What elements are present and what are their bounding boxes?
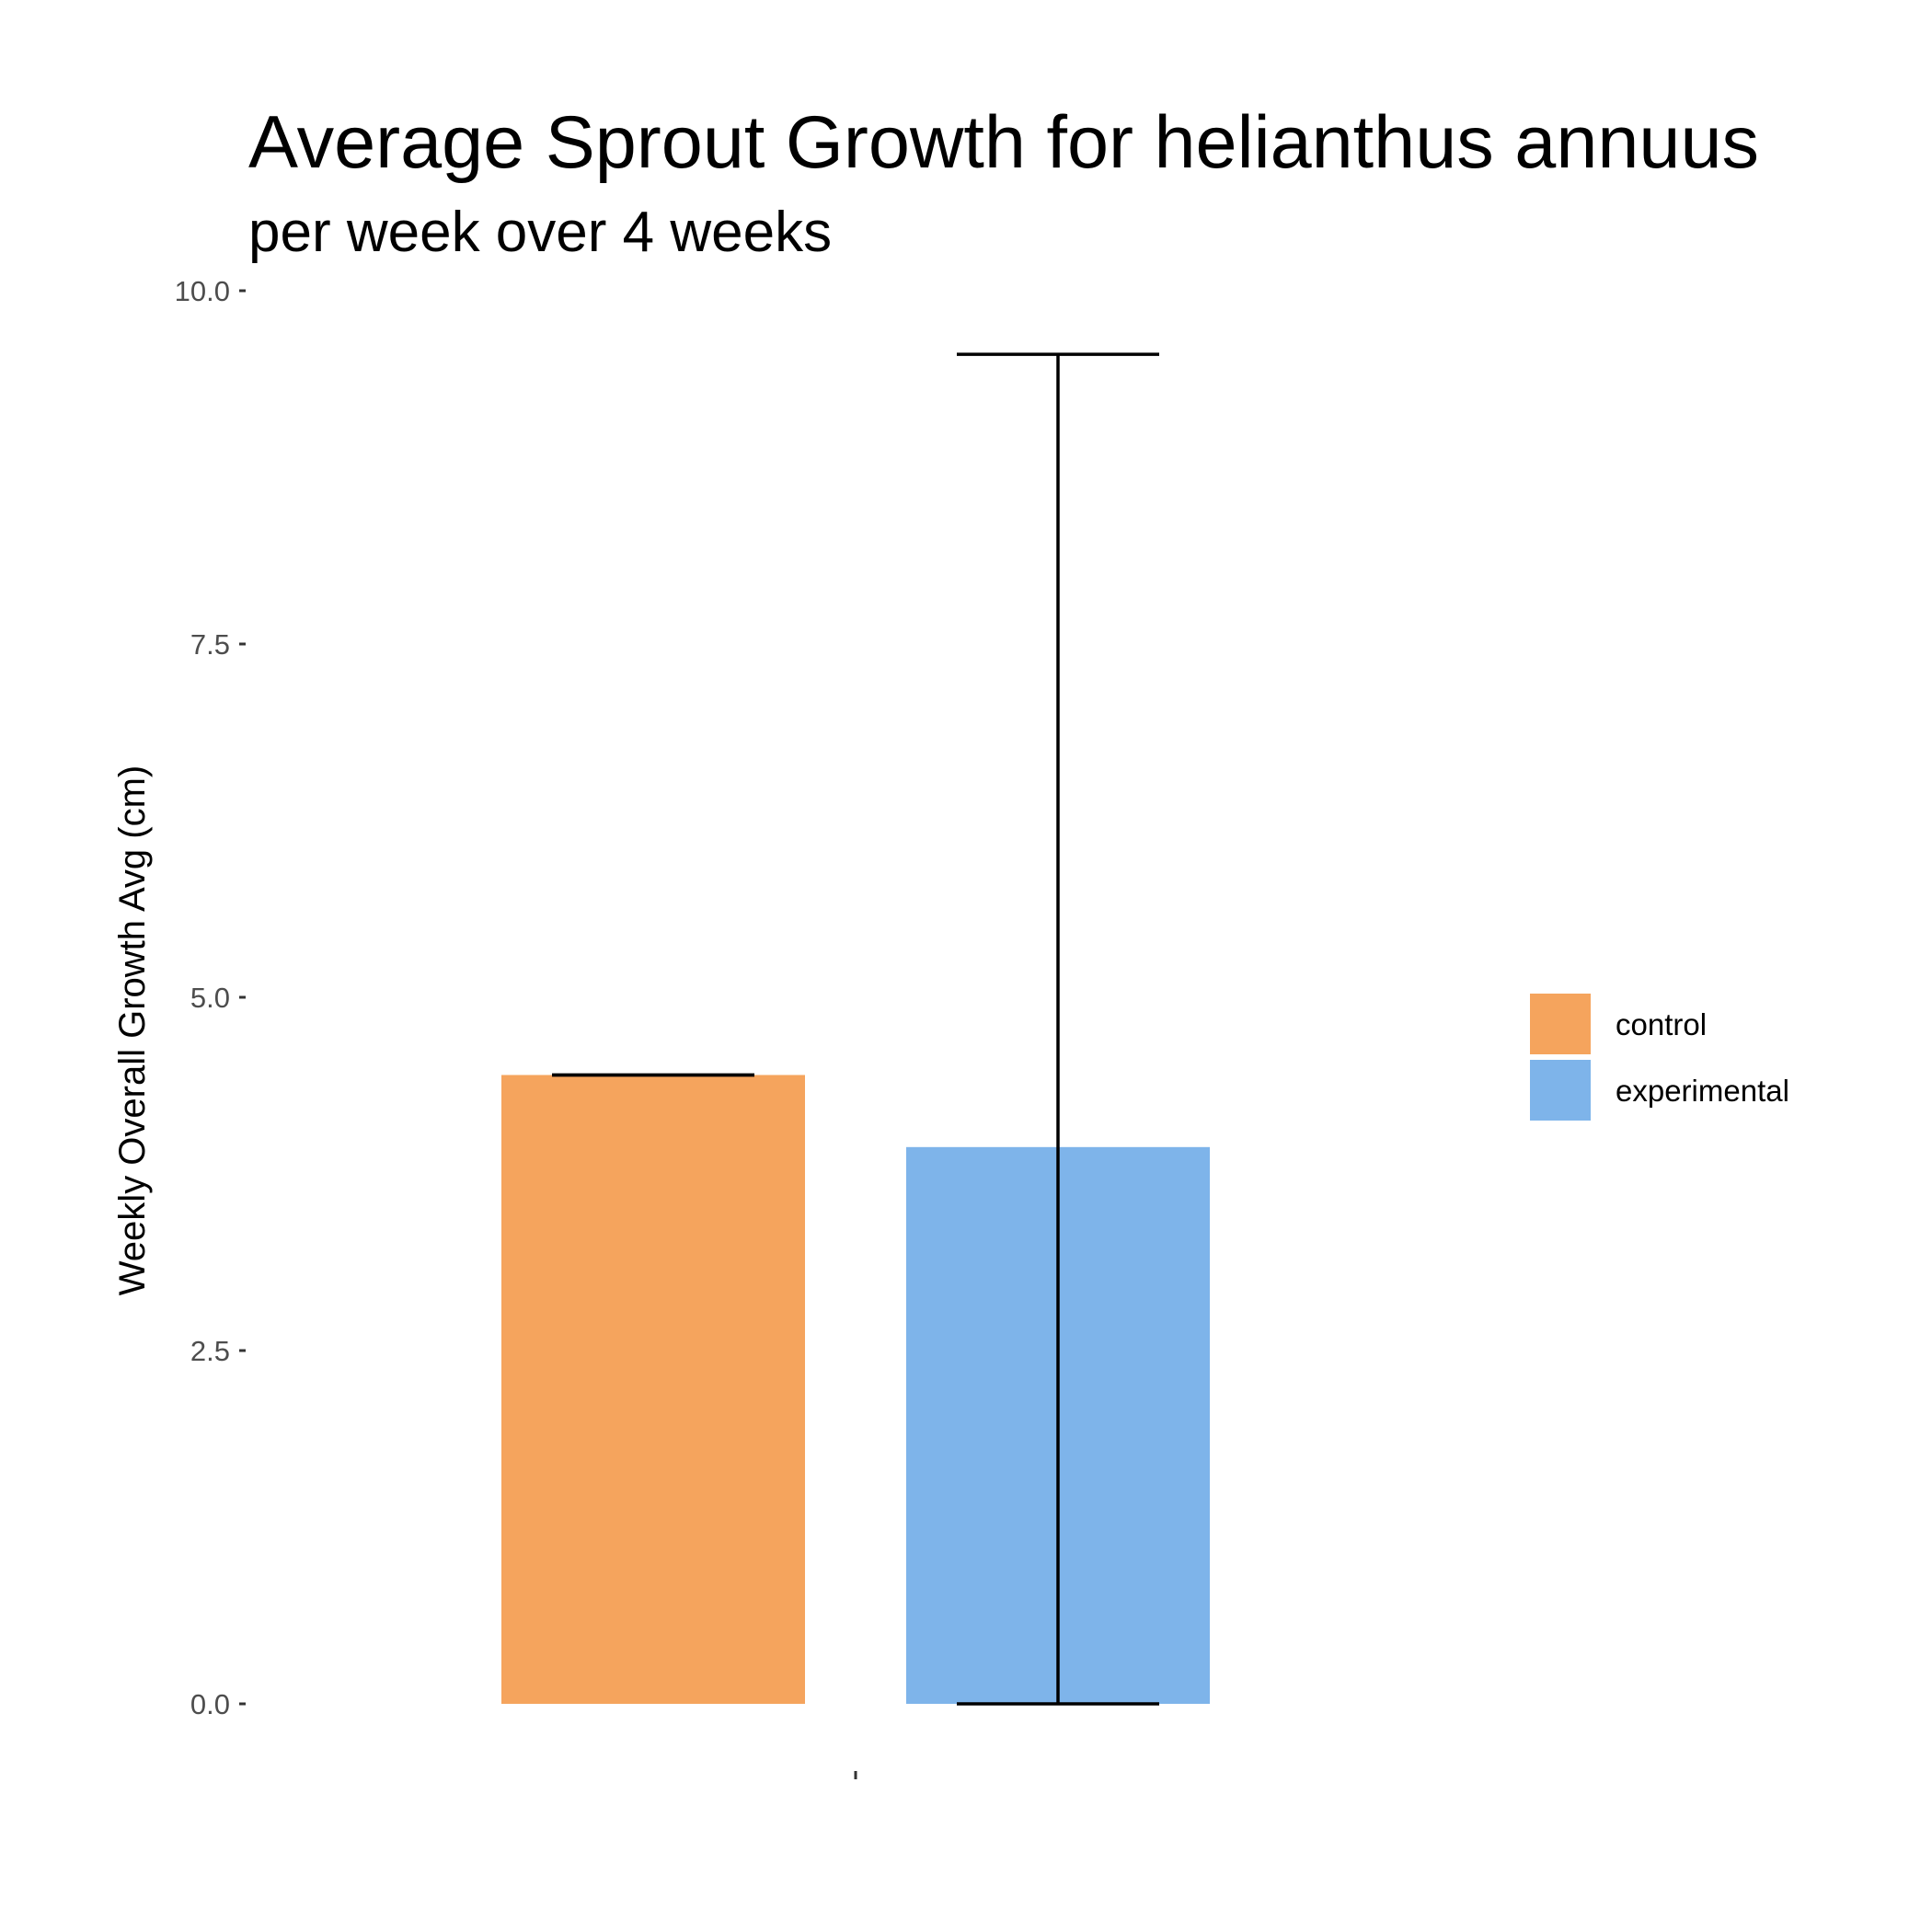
legend: control experimental (1530, 994, 1789, 1121)
y-tick-label: 5.0 (190, 982, 230, 1014)
legend-key-control (1530, 994, 1591, 1054)
bar-control (501, 1075, 805, 1704)
chart-subtitle: per week over 4 weeks (248, 201, 832, 264)
legend-key-experimental (1530, 1060, 1591, 1121)
legend-label-experimental: experimental (1616, 1074, 1789, 1108)
y-axis-title: Weekly Overall Growth Avg (cm) (112, 765, 153, 1295)
y-axis: 0.0 2.5 5.0 7.5 10.0 (175, 275, 246, 1720)
y-tick-label: 7.5 (190, 628, 230, 661)
legend-label-control: control (1616, 1007, 1707, 1041)
error-bars (552, 352, 1159, 1706)
y-tick-label: 0.0 (190, 1688, 230, 1720)
chart-title: Average Sprout Growth for helianthus ann… (248, 101, 1759, 184)
y-tick-label: 10.0 (175, 275, 230, 307)
y-tick-label: 2.5 (190, 1335, 230, 1367)
bars (501, 1075, 1210, 1704)
